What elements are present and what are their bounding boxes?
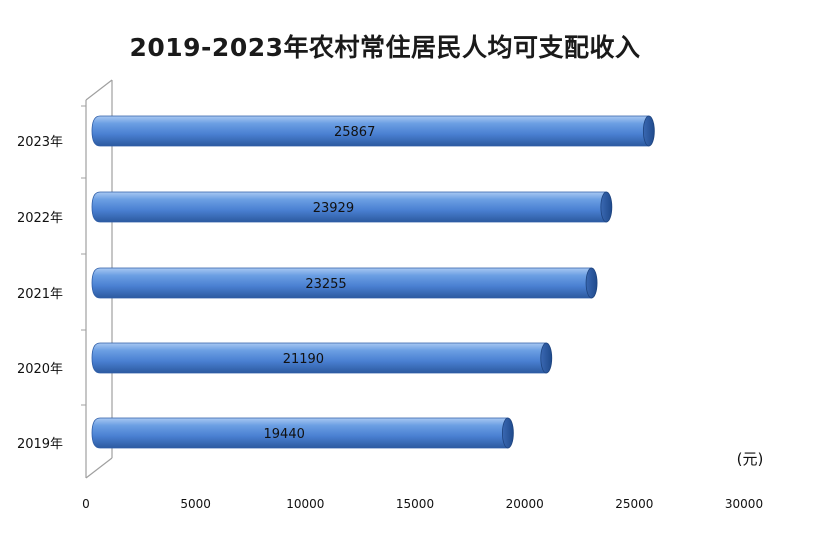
chart-title: 2019-2023年农村常住居民人均可支配收入: [129, 33, 641, 62]
bars-layer: [91, 115, 655, 449]
x-tick-label: 25000: [615, 497, 653, 511]
bar-end-cap: [600, 191, 613, 223]
bar-2023年: [91, 115, 655, 147]
y-axis-top-depth: [85, 79, 113, 101]
x-tick-label: 15000: [396, 497, 434, 511]
bar-body: [91, 191, 607, 223]
x-tick-label: 30000: [725, 497, 763, 511]
bar-end-cap: [540, 342, 553, 374]
bar-end-cap: [501, 417, 514, 449]
bar-body: [91, 417, 509, 449]
y-category-label: 2021年: [17, 287, 63, 302]
labels-layer: 19440 2019年 21190 2020年 23255 2021年 23929 2022年…: [17, 125, 375, 452]
x-tick-label: 0: [82, 497, 90, 511]
y-category-label: 2020年: [17, 362, 63, 377]
bar-value-label: 25867: [334, 125, 375, 140]
bar-value-label: 19440: [264, 427, 305, 442]
bar-2020年: [91, 342, 553, 374]
x-tick-label: 5000: [180, 497, 211, 511]
unit-label: (元): [737, 450, 764, 468]
floor-depth-line: [85, 457, 113, 479]
bar-value-label: 23255: [305, 277, 346, 292]
bar-body: [91, 115, 650, 147]
y-category-label: 2019年: [17, 437, 63, 452]
bar-value-label: 21190: [283, 352, 324, 367]
y-category-label: 2023年: [17, 135, 63, 150]
bar-body: [91, 267, 592, 299]
bar-2022年: [91, 191, 613, 223]
bar-body: [91, 342, 547, 374]
x-tick-label: 20000: [506, 497, 544, 511]
bar-value-label: 23929: [313, 201, 354, 216]
bar-end-cap: [585, 267, 598, 299]
bar-2021年: [91, 267, 598, 299]
bar-2019年: [91, 417, 514, 449]
bar-end-cap: [642, 115, 655, 147]
y-category-label: 2022年: [17, 211, 63, 226]
x-tick-label: 10000: [286, 497, 324, 511]
